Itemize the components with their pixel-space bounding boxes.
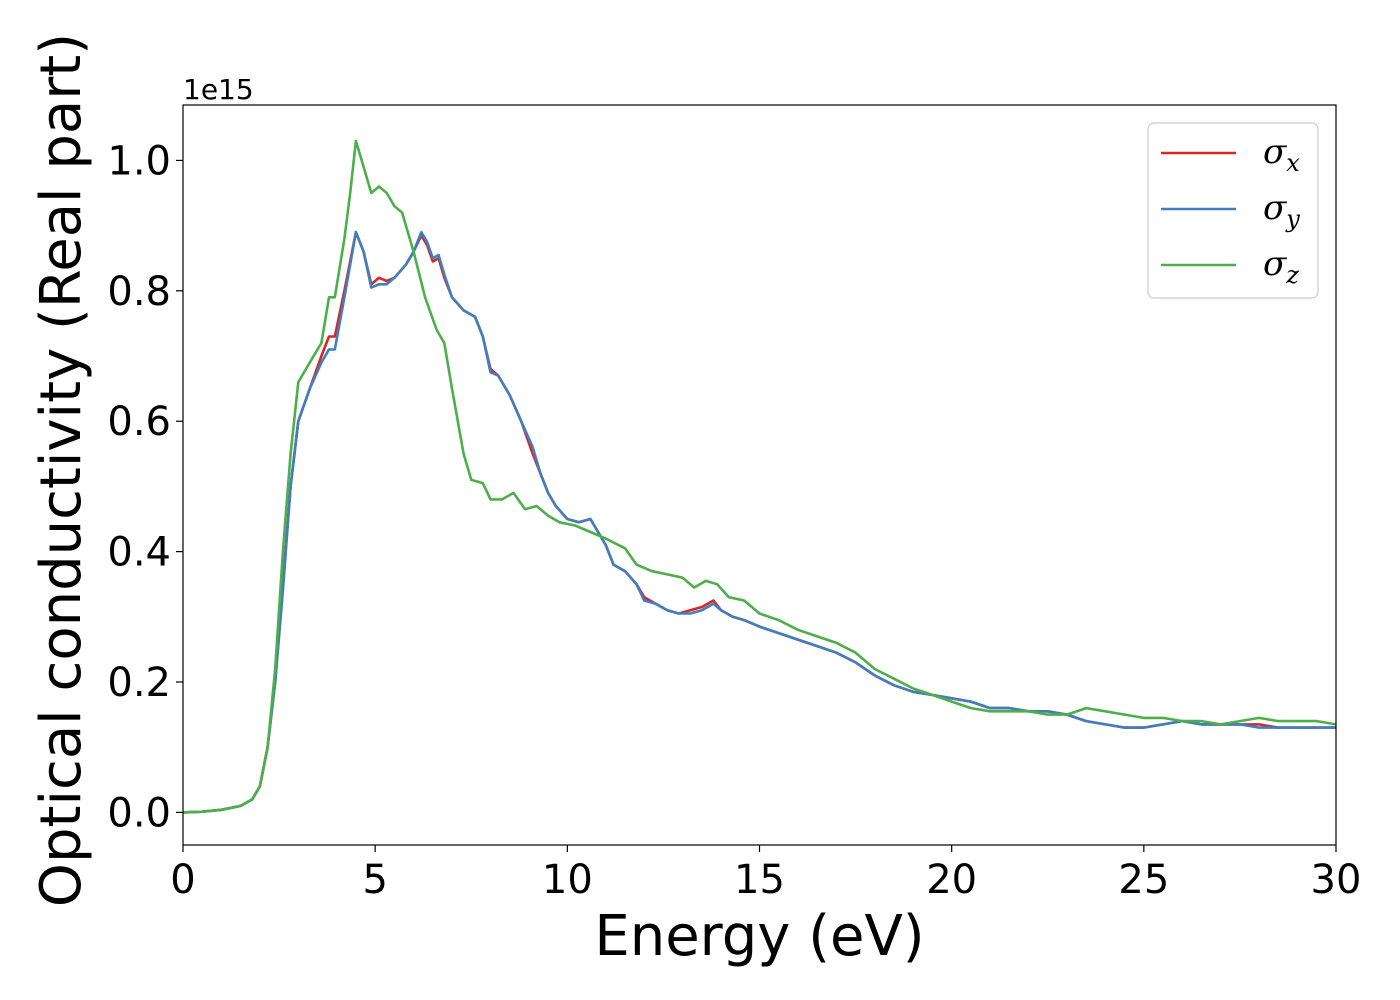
y-tick-label: 0.4 bbox=[107, 530, 171, 576]
series-line-y bbox=[183, 230, 1336, 814]
legend: σx σy σz bbox=[1147, 122, 1319, 299]
legend-label-x: σx bbox=[1263, 132, 1300, 177]
y-tick-label: 0.2 bbox=[107, 660, 171, 706]
series-line-z bbox=[183, 139, 1336, 814]
legend-label-y: σy bbox=[1263, 188, 1300, 233]
y-tick-label: 0.8 bbox=[107, 269, 171, 315]
x-tick-label: 10 bbox=[542, 857, 593, 903]
y-axis-ticks: 0.0 0.2 0.4 0.6 0.8 1.0 bbox=[107, 138, 183, 836]
y-offset-text: 1e15 bbox=[183, 73, 254, 106]
x-axis-ticks: 0 5 10 15 20 25 30 bbox=[170, 845, 1361, 903]
x-tick-label: 5 bbox=[362, 857, 387, 903]
x-axis-label: Energy (eV) bbox=[594, 904, 924, 969]
y-tick-label: 0.0 bbox=[107, 790, 171, 836]
legend-box bbox=[1147, 122, 1319, 299]
x-tick-label: 0 bbox=[170, 857, 195, 903]
x-tick-label: 30 bbox=[1311, 857, 1362, 903]
y-tick-label: 0.6 bbox=[107, 399, 171, 445]
y-axis-label: Optical conductivity (Real part) bbox=[29, 33, 94, 907]
y-tick-label: 1.0 bbox=[107, 138, 171, 184]
x-tick-label: 25 bbox=[1118, 857, 1169, 903]
x-tick-label: 15 bbox=[734, 857, 785, 903]
legend-label-z: σz bbox=[1263, 244, 1299, 289]
series-lines bbox=[183, 139, 1336, 814]
x-tick-label: 20 bbox=[926, 857, 977, 903]
